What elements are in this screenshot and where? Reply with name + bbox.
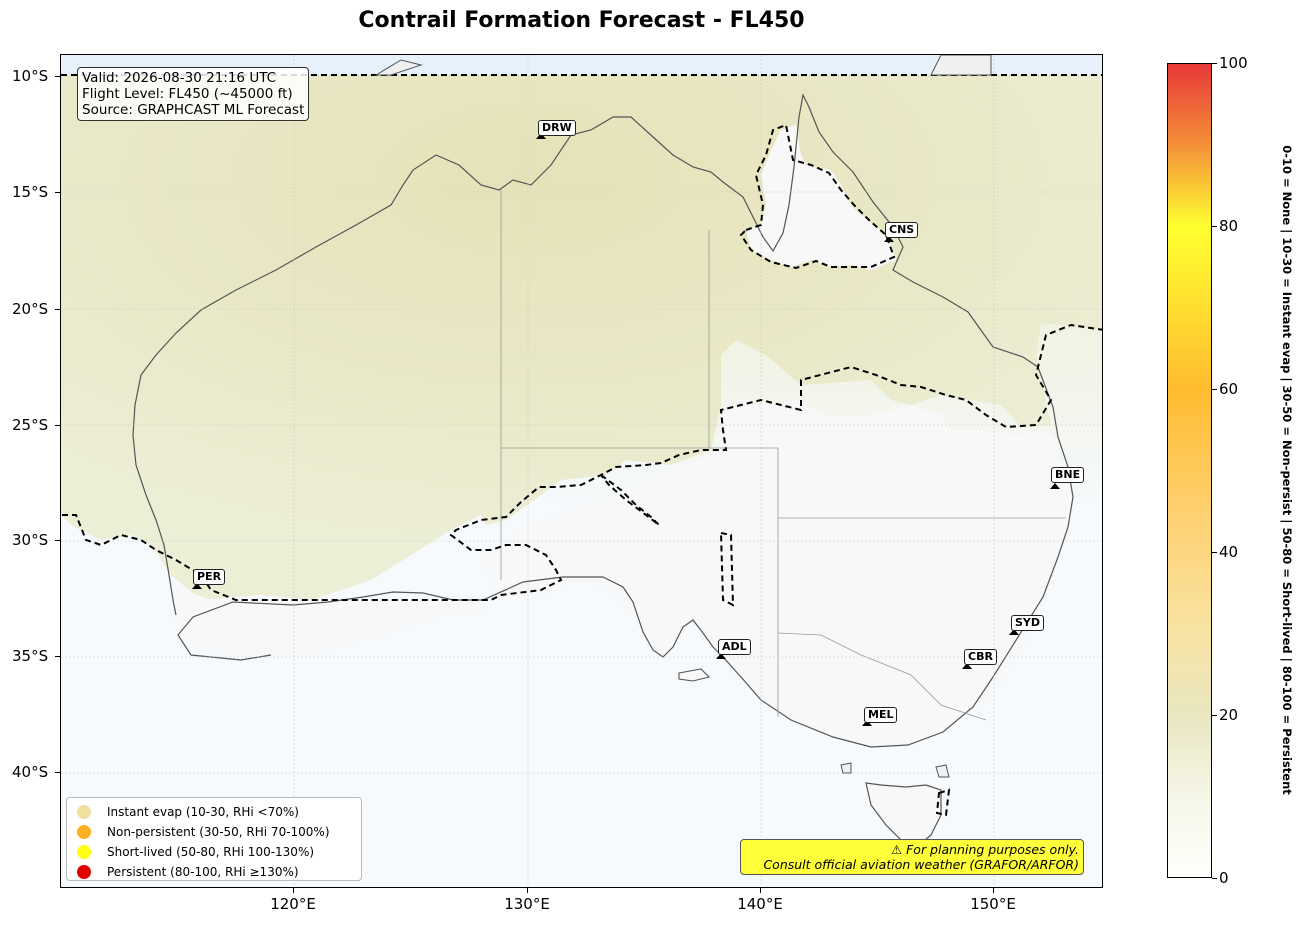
lat-label-15s: 15°S: [12, 183, 49, 201]
lon-tick: [760, 888, 761, 893]
southwest-none-region: [171, 585, 481, 660]
legend-dot: [77, 845, 91, 859]
city-label-bne[interactable]: BNE: [1051, 467, 1085, 483]
kangaroo-island: [678, 668, 711, 682]
small-islands: [374, 55, 992, 778]
tasmania: [865, 782, 942, 846]
lat-label-35s: 35°S: [12, 647, 49, 665]
colorbar-tick: [1212, 552, 1217, 553]
city-marker-adl: [716, 653, 726, 659]
city-label-mel[interactable]: MEL: [864, 707, 898, 723]
city-label-adl[interactable]: ADL: [718, 639, 751, 655]
lat-tick: [55, 656, 60, 657]
legend: Instant evap (10-30, RHi <70%) Non-persi…: [66, 797, 362, 881]
legend-label: Non-persistent (30-50, RHi 70-100%): [107, 825, 330, 839]
lon-label-130e: 130°E: [504, 895, 550, 913]
forecast-info-box: Valid: 2026-08-30 21:16 UTC Flight Level…: [77, 67, 310, 121]
colorbar-label-100: 100: [1219, 54, 1248, 72]
legend-dot: [77, 825, 91, 839]
lon-label-150e: 150°E: [970, 895, 1016, 913]
legend-label: Instant evap (10-30, RHi <70%): [107, 805, 299, 819]
colorbar-tick: [1212, 389, 1217, 390]
map-title: Contrail Formation Forecast - FL450: [358, 8, 805, 33]
coastline: [132, 93, 1074, 748]
colorbar-label-20: 20: [1219, 706, 1239, 724]
lat-tick: [55, 192, 60, 193]
lat-label-25s: 25°S: [12, 416, 49, 434]
colorbar: [1167, 63, 1212, 878]
city-marker-per: [192, 583, 202, 589]
forecast-source: Source: GRAPHCAST ML Forecast: [82, 102, 305, 118]
flight-level: Flight Level: FL450 (~45000 ft): [82, 86, 293, 102]
map-panel[interactable]: Valid: 2026-08-30 21:16 UTC Flight Level…: [60, 54, 1103, 888]
lon-tick: [527, 888, 528, 893]
lat-label-40s: 40°S: [12, 763, 49, 781]
city-marker-cns: [884, 236, 894, 242]
colorbar-category-label: 0-10 = None | 10-30 = Instant evap | 30-…: [1280, 145, 1294, 795]
legend-item-short-lived: Short-lived (50-80, RHi 100-130%): [77, 842, 361, 862]
city-marker-cbr: [962, 663, 972, 669]
gulf-none-region: [746, 125, 896, 270]
colorbar-label-0: 0: [1219, 869, 1229, 887]
lon-label-140e: 140°E: [737, 895, 783, 913]
city-marker-bne: [1050, 483, 1060, 489]
disclaimer-line-2: Consult official aviation weather (GRAFO…: [763, 857, 1079, 872]
city-label-per[interactable]: PER: [193, 569, 226, 585]
legend-item-persistent: Persistent (80-100, RHi ≥130%): [77, 862, 361, 882]
legend-item-instant-evap: Instant evap (10-30, RHi <70%): [77, 802, 361, 822]
none-region: [481, 400, 1071, 747]
colorbar-tick: [1212, 63, 1217, 64]
lat-tick: [55, 540, 60, 541]
legend-label: Short-lived (50-80, RHi 100-130%): [107, 845, 315, 859]
city-marker-drw: [536, 133, 546, 139]
colorbar-label-80: 80: [1219, 217, 1239, 235]
city-label-drw[interactable]: DRW: [538, 120, 576, 136]
lon-label-120e: 120°E: [270, 895, 316, 913]
city-label-syd[interactable]: SYD: [1011, 615, 1045, 631]
legend-dot: [77, 865, 91, 879]
colorbar-label-60: 60: [1219, 380, 1239, 398]
lat-tick: [55, 76, 60, 77]
legend-label: Persistent (80-100, RHi ≥130%): [107, 865, 299, 879]
colorbar-tick: [1212, 226, 1217, 227]
map-canvas: [61, 55, 1102, 887]
lon-tick: [293, 888, 294, 893]
graticule: [61, 55, 1102, 887]
city-label-cns[interactable]: CNS: [885, 222, 919, 238]
colorbar-label-40: 40: [1219, 543, 1239, 561]
lat-tick: [55, 309, 60, 310]
northern-band: [61, 55, 1102, 75]
colorbar-tick: [1212, 878, 1217, 879]
legend-item-non-persistent: Non-persistent (30-50, RHi 70-100%): [77, 822, 361, 842]
city-label-cbr[interactable]: CBR: [964, 649, 997, 665]
lat-tick: [55, 772, 60, 773]
lat-tick: [55, 425, 60, 426]
lat-label-10s: 10°S: [12, 67, 49, 85]
legend-dot: [77, 805, 91, 819]
colorbar-tick: [1212, 715, 1217, 716]
city-marker-syd: [1009, 629, 1019, 635]
valid-time: Valid: 2026-08-30 21:16 UTC: [82, 70, 277, 86]
state-borders: [500, 189, 1066, 721]
lon-tick: [993, 888, 994, 893]
city-marker-mel: [862, 720, 872, 726]
lat-label-20s: 20°S: [12, 300, 49, 318]
disclaimer-line-1: ⚠ For planning purposes only.: [891, 842, 1079, 857]
planning-disclaimer: ⚠ For planning purposes only. Consult of…: [740, 839, 1084, 875]
lat-label-30s: 30°S: [12, 531, 49, 549]
